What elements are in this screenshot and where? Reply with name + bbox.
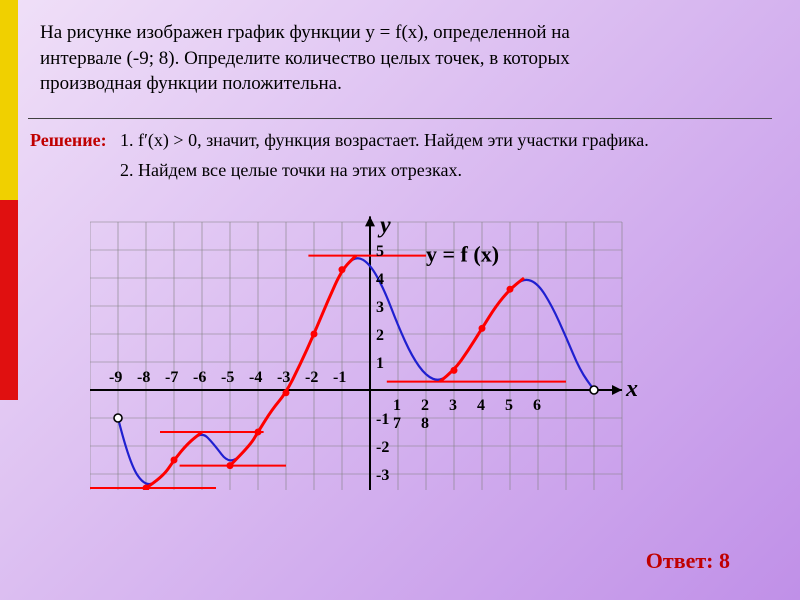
integer-point-marker xyxy=(255,429,262,436)
y-tick-label: 1 xyxy=(376,355,384,372)
problem-line-2: интервале (-9; 8). Определите количество… xyxy=(40,48,570,69)
x-tick-label: 3 xyxy=(449,397,457,414)
open-endpoint xyxy=(114,414,122,422)
sidebar-red xyxy=(0,200,18,400)
integer-point-marker xyxy=(171,457,178,464)
x-tick-label: -5 xyxy=(221,369,234,386)
integer-point-marker xyxy=(283,389,290,396)
y-tick-label: -2 xyxy=(376,439,389,456)
integer-point-marker xyxy=(339,266,346,273)
x-axis-label: x xyxy=(625,376,638,402)
y-tick-label: -1 xyxy=(376,411,389,428)
increasing-segment xyxy=(230,256,356,466)
problem-line-1: На рисунке изображен график функции y = … xyxy=(40,22,570,43)
divider xyxy=(28,118,772,119)
problem-line-3: производная функции положительна. xyxy=(40,73,342,94)
integer-point-marker xyxy=(227,462,234,469)
x-tick-label: -6 xyxy=(193,369,206,386)
x-tick-label: 6 xyxy=(533,397,541,414)
open-endpoint xyxy=(590,386,598,394)
solution-step-2: 2. Найдем все целые точки на этих отрезк… xyxy=(120,160,462,181)
x-tick-label: -7 xyxy=(165,369,178,386)
function-curve xyxy=(118,258,594,484)
x-tick-label: 2 xyxy=(421,397,429,414)
x-tick-label: -1 xyxy=(333,369,346,386)
y-tick-label: -3 xyxy=(376,467,389,484)
x-tick-label: -9 xyxy=(109,369,122,386)
x-tick-label: -3 xyxy=(277,369,290,386)
integer-point-marker xyxy=(479,325,486,332)
y-tick-label: 2 xyxy=(376,327,384,344)
y-tick-label: 3 xyxy=(376,299,384,316)
problem-statement: На рисунке изображен график функции y = … xyxy=(40,20,760,97)
x-tick-label: 7 xyxy=(393,415,401,432)
function-chart: xyy = f (x)-9-8-7-6-5-4-3-2-112345678123… xyxy=(90,200,650,490)
integer-point-marker xyxy=(507,286,514,293)
integer-point-marker xyxy=(451,367,458,374)
answer-text: Ответ: 8 xyxy=(646,548,730,574)
x-tick-label: -8 xyxy=(137,369,150,386)
x-tick-label: 5 xyxy=(505,397,513,414)
y-tick-label: 5 xyxy=(376,243,384,260)
x-tick-label: -2 xyxy=(305,369,318,386)
y-tick-label: 4 xyxy=(376,271,384,288)
sidebar-yellow xyxy=(0,0,18,200)
y-axis-label: y xyxy=(377,212,391,238)
integer-point-marker xyxy=(311,331,318,338)
solution-label: Решение: xyxy=(30,130,107,151)
x-tick-label: 8 xyxy=(421,415,429,432)
function-label: y = f (x) xyxy=(426,242,499,267)
solution-step-1: 1. f′(x) > 0, значит, функция возрастает… xyxy=(120,130,649,151)
x-tick-label: -4 xyxy=(249,369,262,386)
x-tick-label: 1 xyxy=(393,397,401,414)
x-tick-label: 4 xyxy=(477,397,485,414)
